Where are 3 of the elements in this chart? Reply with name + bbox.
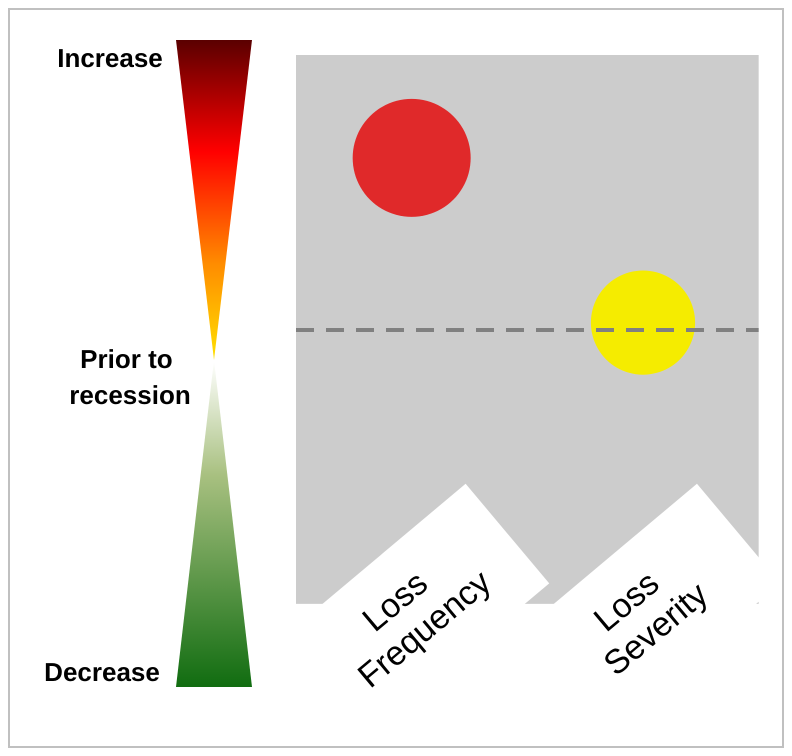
text: Prior to recession	[69, 344, 191, 410]
text: Decrease	[44, 657, 160, 687]
text: Increase	[57, 43, 163, 73]
